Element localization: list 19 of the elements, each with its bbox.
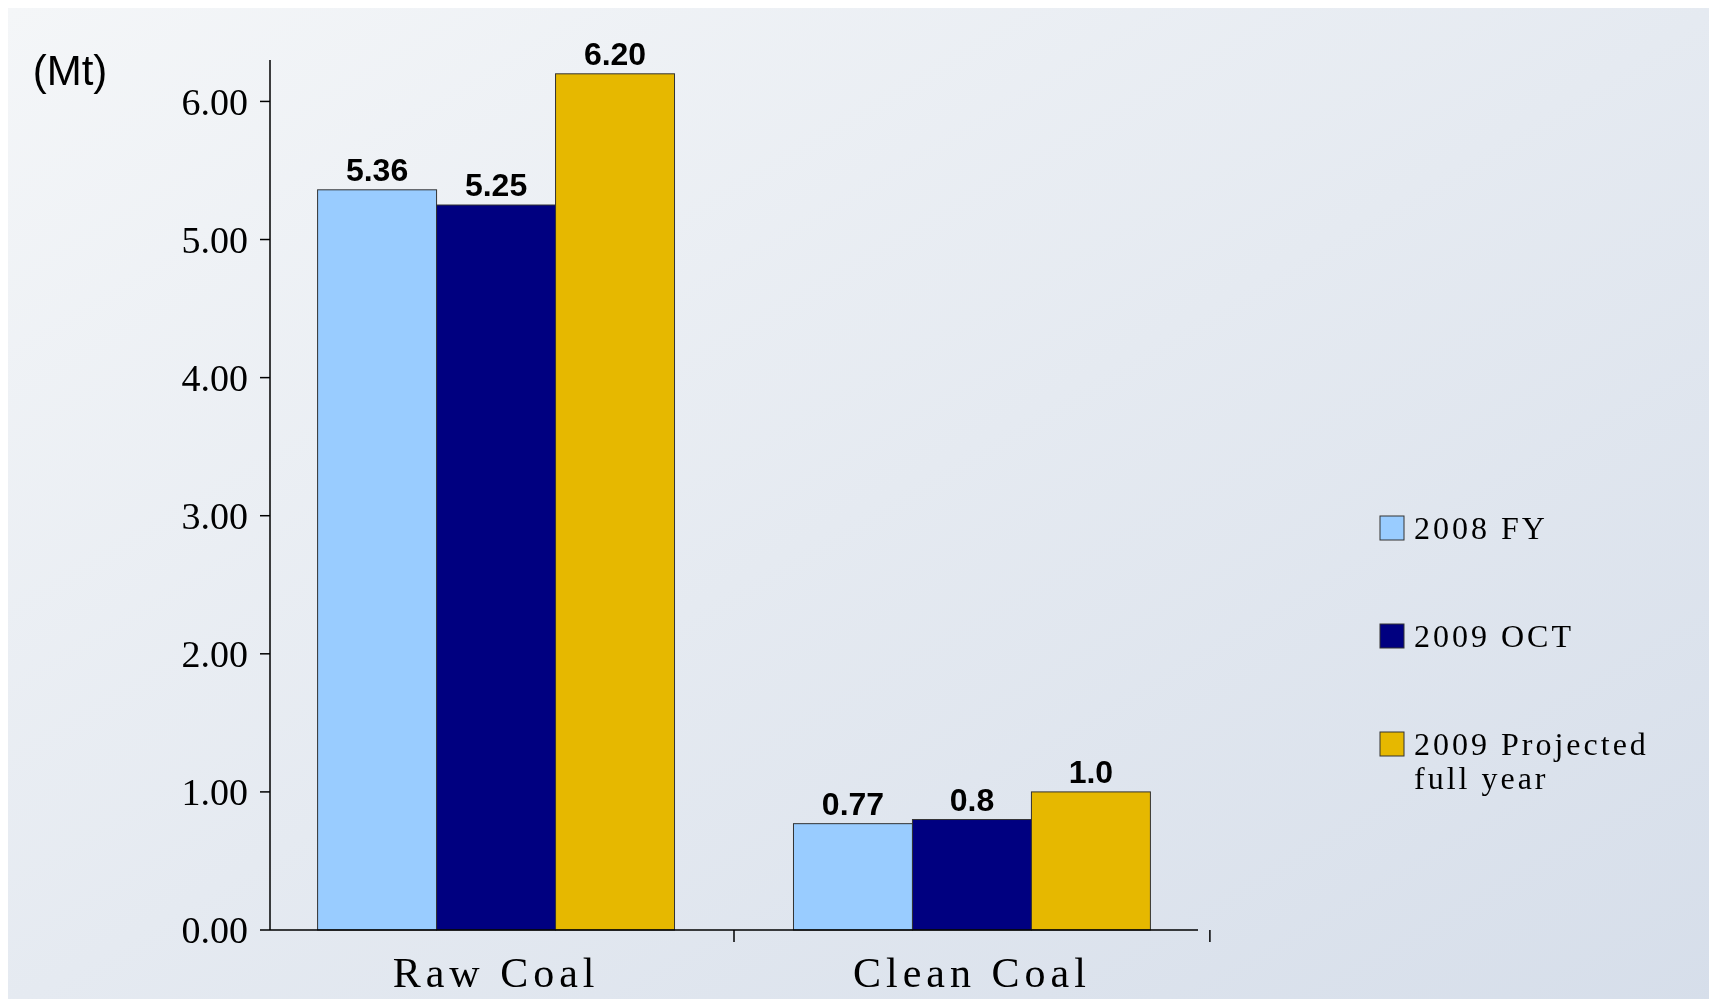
legend-label: 2009 OCT [1414, 618, 1574, 655]
x-tick-label: Raw Coal [392, 950, 600, 996]
y-tick-label: 0.00 [181, 909, 248, 952]
legend-label: 2009 Projected full year [1414, 726, 1649, 797]
data-label: 0.77 [821, 785, 885, 822]
y-axis-title: (Mt) [32, 46, 108, 94]
legend-label: 2008 FY [1414, 510, 1548, 547]
data-label: 5.36 [345, 151, 409, 188]
y-tick-label: 5.00 [181, 218, 248, 261]
y-tick-label: 3.00 [181, 495, 248, 538]
data-label: 0.8 [949, 781, 995, 818]
y-tick-label: 1.00 [181, 771, 248, 814]
data-label: 1.0 [1068, 753, 1114, 790]
y-tick-label: 6.00 [181, 80, 248, 123]
y-tick-label: 4.00 [181, 356, 248, 399]
data-label: 5.25 [464, 167, 528, 203]
x-tick-label: Clean Coal [853, 950, 1091, 996]
y-tick-label: 2.00 [181, 633, 248, 676]
data-label: 6.20 [583, 35, 647, 72]
